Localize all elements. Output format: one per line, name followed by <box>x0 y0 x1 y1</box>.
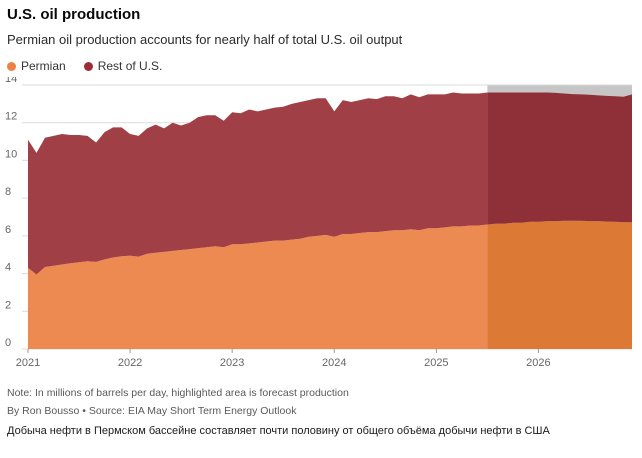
svg-text:8: 8 <box>5 186 11 198</box>
legend-swatch-rest-icon <box>83 61 93 71</box>
svg-text:14: 14 <box>5 77 17 85</box>
chart-note: Note: In millions of barrels per day, hi… <box>7 387 349 399</box>
svg-text:0: 0 <box>5 337 11 349</box>
svg-text:4: 4 <box>5 262 11 274</box>
chart-footer: Note: In millions of barrels per day, hi… <box>0 387 642 437</box>
svg-text:2021: 2021 <box>16 357 40 369</box>
svg-text:2026: 2026 <box>526 357 550 369</box>
svg-text:12: 12 <box>5 111 17 123</box>
svg-text:6: 6 <box>5 224 11 236</box>
chart-caption-russian: Добыча нефти в Пермском бассейне составл… <box>7 425 550 437</box>
svg-text:2022: 2022 <box>118 357 142 369</box>
legend-item-permian: Permian <box>7 59 66 73</box>
chart-byline-source: By Ron Bousso • Source: EIA May Short Te… <box>7 405 297 417</box>
page-title: U.S. oil production <box>7 6 141 23</box>
legend-label-permian: Permian <box>21 59 66 73</box>
svg-text:2: 2 <box>5 299 11 311</box>
svg-text:2024: 2024 <box>322 357 346 369</box>
stacked-area-chart: 0 2 4 6 8 10 12 14 2021 2022 2023 2024 2025 2026 <box>5 77 632 369</box>
legend-item-rest: Rest of U.S. <box>83 59 163 73</box>
svg-text:10: 10 <box>5 148 17 160</box>
chart-subtitle: Permian oil production accounts for near… <box>7 32 403 47</box>
svg-text:2023: 2023 <box>220 357 244 369</box>
svg-text:2025: 2025 <box>424 357 448 369</box>
legend-label-rest: Rest of U.S. <box>97 59 163 73</box>
legend-swatch-permian-icon <box>7 61 16 71</box>
chart-legend: Permian Rest of U.S. <box>7 59 632 73</box>
